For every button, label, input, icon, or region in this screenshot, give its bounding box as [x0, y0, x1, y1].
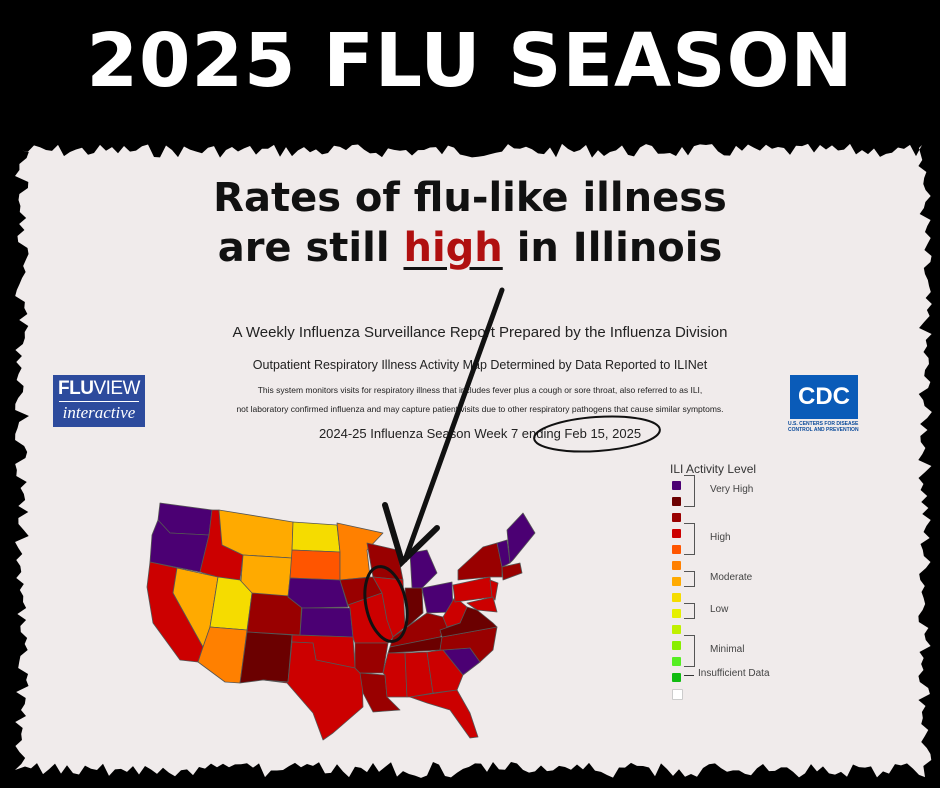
state-mi[interactable] [409, 549, 438, 591]
legend-bracket [684, 635, 695, 667]
report-season: 2024-25 Influenza Season Week 7 ending F… [318, 426, 642, 441]
state-nd[interactable] [291, 521, 341, 553]
state-sd[interactable] [289, 549, 341, 581]
legend-bracket [684, 523, 695, 555]
legend-swatch-level-10 [672, 529, 681, 538]
illinois-circle [363, 565, 409, 643]
logo-text: interactive [62, 403, 136, 422]
annotation-line-1: Rates of flu-like illness [213, 175, 727, 221]
legend-moderate: Moderate [710, 572, 753, 583]
legend-swatch-level-13 [672, 481, 681, 490]
legend-swatch-level-5 [672, 609, 681, 618]
legend-low: Low [710, 604, 729, 615]
headline: 2025 FLU SEASON [86, 18, 854, 104]
legend-very-high: Very High [710, 484, 754, 495]
state-ma[interactable] [501, 562, 523, 581]
annotation-line-2: are still high in Illinois [0, 225, 940, 271]
hand-drawn-annotations [363, 287, 661, 643]
state-nj[interactable] [489, 579, 499, 601]
legend-swatch-level-11 [672, 513, 681, 522]
state-md[interactable] [466, 596, 498, 613]
report-note-2: not laboratory confirmed influenza and m… [236, 404, 724, 414]
report-note-1: This system monitors visits for respirat… [257, 385, 703, 395]
legend-swatch-level-3 [672, 641, 681, 650]
legend-swatch-level-0 [672, 689, 683, 700]
state-nc[interactable] [439, 626, 498, 663]
legend-swatch-level-9 [672, 545, 681, 554]
state-ar[interactable] [354, 642, 389, 674]
logo-text: VIEW [93, 378, 140, 399]
state-fl[interactable] [409, 689, 479, 739]
arrow-shaft [402, 287, 505, 563]
legend-bracket [684, 475, 695, 507]
annotation-highlight: high [403, 225, 503, 271]
report-subtitle: Outpatient Respiratory Illness Activity … [252, 358, 708, 372]
legend: ILI Activity Level Very High High Modera… [670, 462, 770, 700]
logo-text: FLU [58, 378, 94, 399]
state-tx[interactable] [262, 641, 364, 741]
legend-swatch-level-7 [672, 577, 681, 586]
legend-minimal: Minimal [710, 644, 745, 655]
state-ms[interactable] [382, 652, 408, 698]
cdc-logo[interactable]: CDC [790, 375, 858, 419]
report-title: A Weekly Influenza Surveillance Report P… [232, 324, 728, 341]
legend-swatch-level-2 [672, 657, 681, 666]
legend-swatch-level-4 [672, 625, 681, 634]
legend-title: ILI Activity Level [670, 462, 757, 476]
cdc-logo-subtitle: U.S. CENTERS FOR DISEASE CONTROL AND PRE… [788, 421, 859, 433]
date-circle [533, 415, 661, 453]
legend-high: High [710, 532, 731, 543]
state-wv[interactable] [442, 596, 468, 628]
legend-bracket [684, 571, 695, 587]
annotation-text: are still [217, 225, 404, 271]
legend-insufficient: Insufficient Data [698, 668, 770, 679]
legend-swatch-level-6 [672, 593, 681, 602]
state-ny[interactable] [457, 542, 503, 581]
state-me[interactable] [506, 512, 536, 564]
legend-bracket [684, 603, 695, 619]
legend-swatch-level-1 [672, 673, 681, 682]
state-ne[interactable] [287, 577, 349, 609]
fluview-logo[interactable]: FLUVIEW interactive [53, 375, 145, 427]
arrow-head [382, 502, 440, 568]
legend-swatch-level-8 [672, 561, 681, 570]
legend-swatch-level-12 [672, 497, 681, 506]
state-ks[interactable] [299, 607, 354, 638]
state-nm[interactable] [239, 631, 293, 684]
state-az[interactable] [197, 626, 248, 684]
annotation-text: in Illinois [502, 225, 723, 271]
